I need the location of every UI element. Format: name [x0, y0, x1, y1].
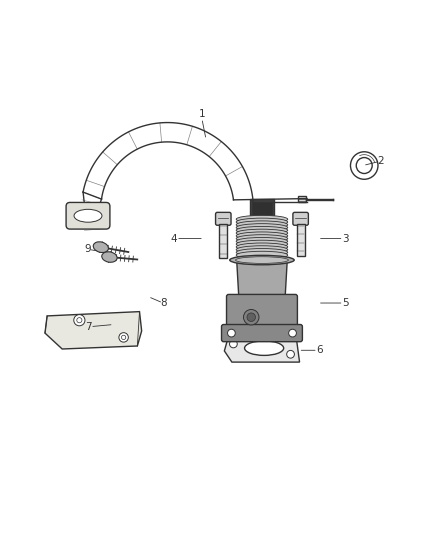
Bar [238, 239, 286, 240]
Circle shape [350, 152, 378, 179]
Ellipse shape [236, 246, 288, 254]
Text: 9: 9 [85, 244, 91, 254]
Ellipse shape [236, 238, 288, 245]
Circle shape [119, 333, 128, 342]
Bar [219, 223, 227, 258]
Ellipse shape [80, 212, 96, 220]
Circle shape [74, 314, 85, 326]
Text: 8: 8 [160, 298, 166, 308]
Bar [250, 199, 274, 219]
FancyBboxPatch shape [226, 294, 297, 329]
Ellipse shape [236, 248, 288, 256]
Ellipse shape [230, 255, 294, 265]
Polygon shape [224, 334, 300, 362]
Ellipse shape [236, 232, 288, 240]
FancyBboxPatch shape [66, 203, 110, 229]
Circle shape [287, 350, 294, 358]
Ellipse shape [236, 240, 288, 248]
Circle shape [77, 318, 82, 323]
Ellipse shape [93, 242, 109, 253]
Polygon shape [237, 263, 287, 296]
Bar [238, 247, 286, 248]
FancyBboxPatch shape [293, 212, 308, 225]
Ellipse shape [236, 218, 288, 226]
Ellipse shape [236, 227, 288, 234]
Polygon shape [45, 312, 141, 349]
Circle shape [247, 313, 255, 321]
Ellipse shape [236, 235, 288, 243]
Circle shape [230, 340, 237, 348]
Bar [252, 202, 272, 216]
Bar [238, 233, 286, 234]
Ellipse shape [244, 341, 284, 356]
Circle shape [121, 335, 126, 340]
Text: 2: 2 [377, 156, 383, 166]
Ellipse shape [74, 209, 102, 222]
Bar [298, 197, 306, 202]
Bar [238, 228, 286, 229]
Bar [238, 225, 286, 226]
Bar [238, 249, 286, 251]
Ellipse shape [236, 221, 288, 229]
Bar [238, 222, 286, 223]
Ellipse shape [102, 252, 117, 262]
Bar [238, 241, 286, 243]
Bar [238, 244, 286, 245]
Circle shape [356, 158, 372, 174]
FancyBboxPatch shape [222, 325, 302, 342]
Ellipse shape [236, 257, 288, 263]
FancyBboxPatch shape [70, 204, 106, 228]
Text: 7: 7 [85, 321, 91, 332]
Ellipse shape [236, 243, 288, 251]
Text: 4: 4 [170, 233, 177, 244]
Text: 6: 6 [317, 345, 323, 356]
Ellipse shape [236, 215, 288, 223]
Bar [297, 223, 304, 256]
Text: 3: 3 [343, 233, 349, 244]
FancyBboxPatch shape [215, 212, 231, 225]
Circle shape [289, 329, 297, 337]
Circle shape [227, 329, 235, 337]
Bar [238, 230, 286, 231]
Ellipse shape [236, 229, 288, 237]
Circle shape [244, 310, 259, 325]
Text: 5: 5 [343, 298, 349, 308]
Bar [238, 236, 286, 237]
Text: 1: 1 [198, 109, 205, 119]
Ellipse shape [236, 251, 288, 259]
Ellipse shape [236, 224, 288, 231]
Bar [238, 219, 286, 220]
Bar [238, 230, 247, 241]
